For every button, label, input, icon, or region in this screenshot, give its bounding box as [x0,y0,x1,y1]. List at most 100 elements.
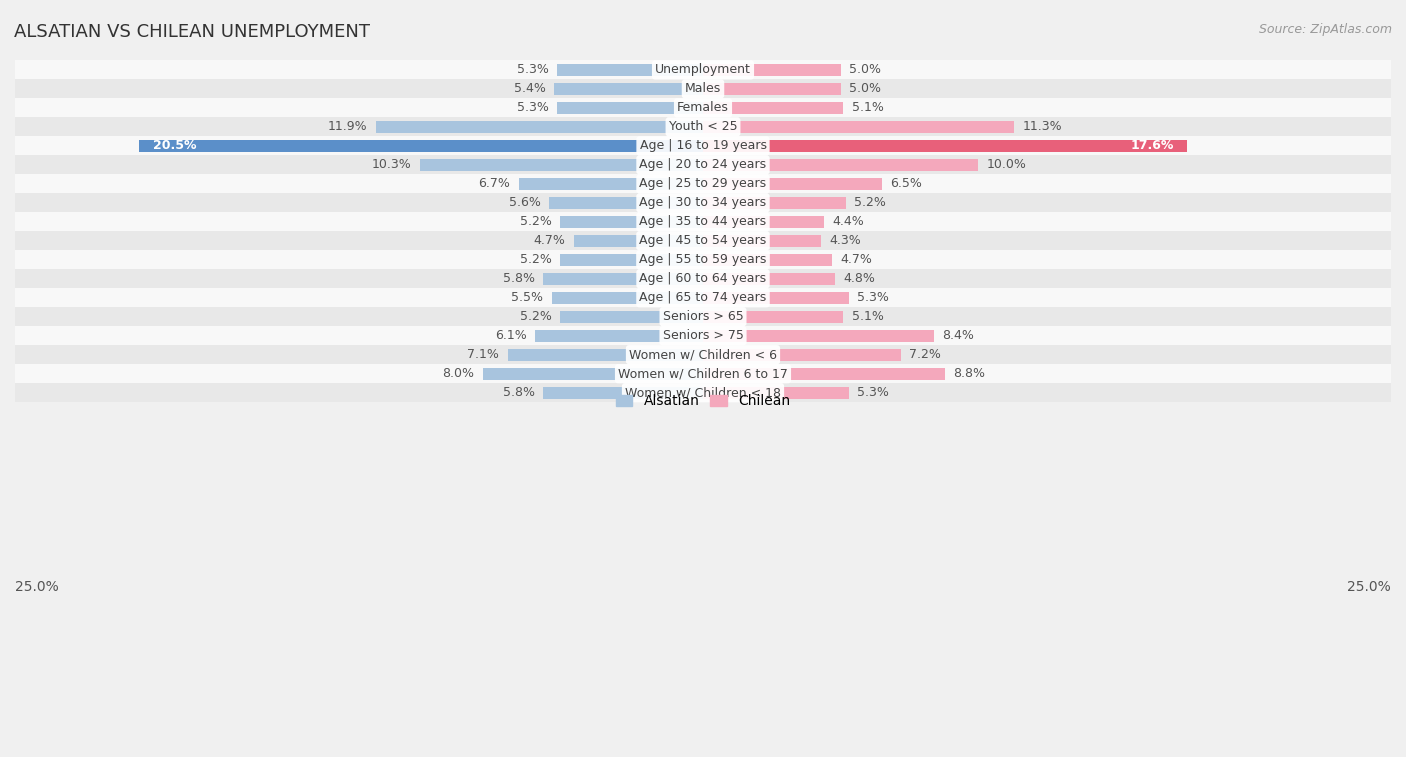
Text: Seniors > 65: Seniors > 65 [662,310,744,323]
Bar [15,136,1391,155]
Bar [703,330,934,341]
Text: 5.0%: 5.0% [849,83,880,95]
Bar [703,64,841,76]
Text: Age | 65 to 74 years: Age | 65 to 74 years [640,291,766,304]
Bar [703,178,882,190]
Text: 5.1%: 5.1% [852,101,883,114]
Bar [557,102,703,114]
Text: Unemployment: Unemployment [655,64,751,76]
Bar [15,98,1391,117]
Bar [536,330,703,341]
Text: 4.4%: 4.4% [832,215,865,229]
Text: 6.1%: 6.1% [495,329,527,342]
Bar [15,307,1391,326]
Bar [551,292,703,304]
Text: Age | 30 to 34 years: Age | 30 to 34 years [640,196,766,210]
Text: 5.6%: 5.6% [509,196,541,210]
Text: Age | 25 to 29 years: Age | 25 to 29 years [640,177,766,190]
Legend: Alsatian, Chilean: Alsatian, Chilean [610,389,796,414]
Text: Age | 45 to 54 years: Age | 45 to 54 years [640,235,766,248]
Text: 5.5%: 5.5% [512,291,543,304]
Text: 8.4%: 8.4% [942,329,974,342]
Bar [703,311,844,322]
Bar [15,79,1391,98]
Text: 5.2%: 5.2% [520,215,551,229]
Text: 5.3%: 5.3% [517,101,548,114]
Text: 17.6%: 17.6% [1130,139,1174,152]
Text: 7.2%: 7.2% [910,348,941,361]
Bar [557,64,703,76]
Text: Age | 16 to 19 years: Age | 16 to 19 years [640,139,766,152]
Text: 25.0%: 25.0% [1347,580,1391,594]
Text: Women w/ Children < 18: Women w/ Children < 18 [626,386,780,399]
Bar [703,349,901,360]
Bar [703,292,849,304]
Text: 6.7%: 6.7% [478,177,510,190]
Text: 5.3%: 5.3% [858,291,889,304]
Bar [15,61,1391,79]
Bar [703,121,1014,132]
Text: 11.3%: 11.3% [1022,120,1062,133]
Text: 10.3%: 10.3% [371,158,412,171]
Bar [703,273,835,285]
Bar [15,326,1391,345]
Bar [15,251,1391,269]
Text: Males: Males [685,83,721,95]
Text: 4.7%: 4.7% [841,254,873,266]
Bar [375,121,703,132]
Bar [560,254,703,266]
Text: 5.1%: 5.1% [852,310,883,323]
Text: Age | 55 to 59 years: Age | 55 to 59 years [640,254,766,266]
Text: 4.3%: 4.3% [830,235,862,248]
Text: Seniors > 75: Seniors > 75 [662,329,744,342]
Text: 8.8%: 8.8% [953,367,986,380]
Bar [703,159,979,171]
Text: ALSATIAN VS CHILEAN UNEMPLOYMENT: ALSATIAN VS CHILEAN UNEMPLOYMENT [14,23,370,41]
Bar [703,140,1187,151]
Text: 25.0%: 25.0% [15,580,59,594]
Bar [703,102,844,114]
Bar [543,387,703,399]
Bar [419,159,703,171]
Bar [519,178,703,190]
Text: 7.1%: 7.1% [467,348,499,361]
Text: 8.0%: 8.0% [443,367,475,380]
Bar [560,311,703,322]
Bar [560,216,703,228]
Bar [15,383,1391,402]
Bar [703,254,832,266]
Text: 10.0%: 10.0% [987,158,1026,171]
Text: Source: ZipAtlas.com: Source: ZipAtlas.com [1258,23,1392,36]
Text: Age | 20 to 24 years: Age | 20 to 24 years [640,158,766,171]
Bar [703,235,821,247]
Text: 5.8%: 5.8% [503,273,536,285]
Bar [15,345,1391,364]
Text: Females: Females [678,101,728,114]
Text: 5.2%: 5.2% [520,310,551,323]
Bar [703,387,849,399]
Bar [139,140,703,151]
Bar [703,197,846,209]
Text: Youth < 25: Youth < 25 [669,120,737,133]
Bar [15,174,1391,193]
Bar [15,288,1391,307]
Bar [548,197,703,209]
Bar [703,83,841,95]
Bar [15,155,1391,174]
Bar [15,232,1391,251]
Text: 5.3%: 5.3% [517,64,548,76]
Text: Women w/ Children < 6: Women w/ Children < 6 [628,348,778,361]
Bar [15,269,1391,288]
Bar [554,83,703,95]
Text: 6.5%: 6.5% [890,177,922,190]
Text: 5.2%: 5.2% [520,254,551,266]
Text: Women w/ Children 6 to 17: Women w/ Children 6 to 17 [619,367,787,380]
Text: 4.8%: 4.8% [844,273,875,285]
Bar [543,273,703,285]
Bar [15,212,1391,232]
Bar [15,193,1391,212]
Bar [508,349,703,360]
Bar [482,368,703,379]
Text: 5.8%: 5.8% [503,386,536,399]
Bar [703,216,824,228]
